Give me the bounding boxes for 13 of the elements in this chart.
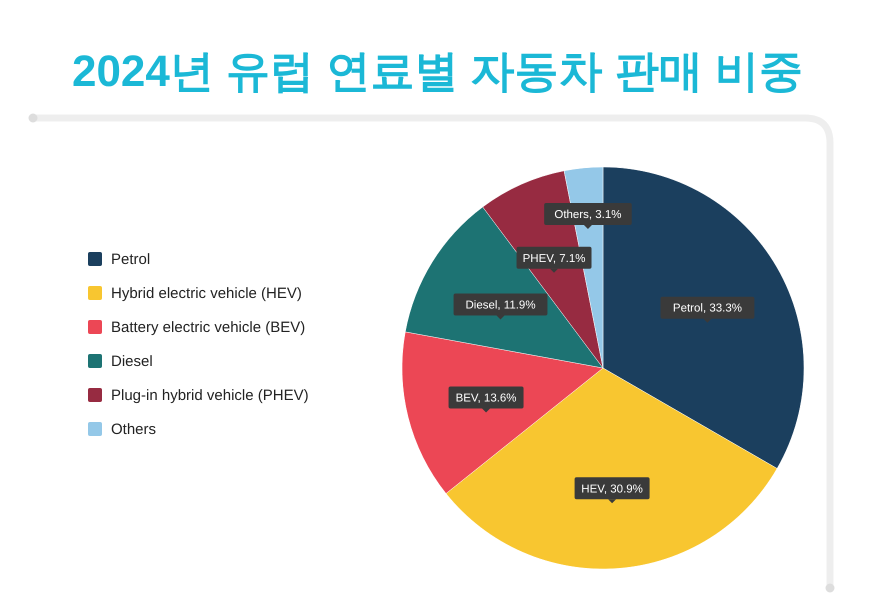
data-label: Others, 3.1% bbox=[554, 208, 622, 221]
data-label: Petrol, 33.3% bbox=[672, 302, 742, 315]
legend-label: Others bbox=[111, 421, 156, 438]
legend-label: Plug-in hybrid vehicle (PHEV) bbox=[111, 387, 309, 404]
chart-title: 2024년 유럽 연료별 자동차 판매 비중 bbox=[72, 47, 804, 96]
data-label: BEV, 13.6% bbox=[456, 392, 517, 404]
legend-label: Petrol bbox=[111, 251, 150, 268]
legend-label: Hybrid electric vehicle (HEV) bbox=[111, 285, 302, 302]
data-label: HEV, 30.9% bbox=[581, 483, 643, 496]
data-label: Diesel, 11.9% bbox=[465, 299, 536, 312]
legend-label: Battery electric vehicle (BEV) bbox=[111, 319, 306, 336]
data-label: PHEV, 7.1% bbox=[522, 252, 586, 265]
legend-label: Diesel bbox=[111, 353, 153, 370]
